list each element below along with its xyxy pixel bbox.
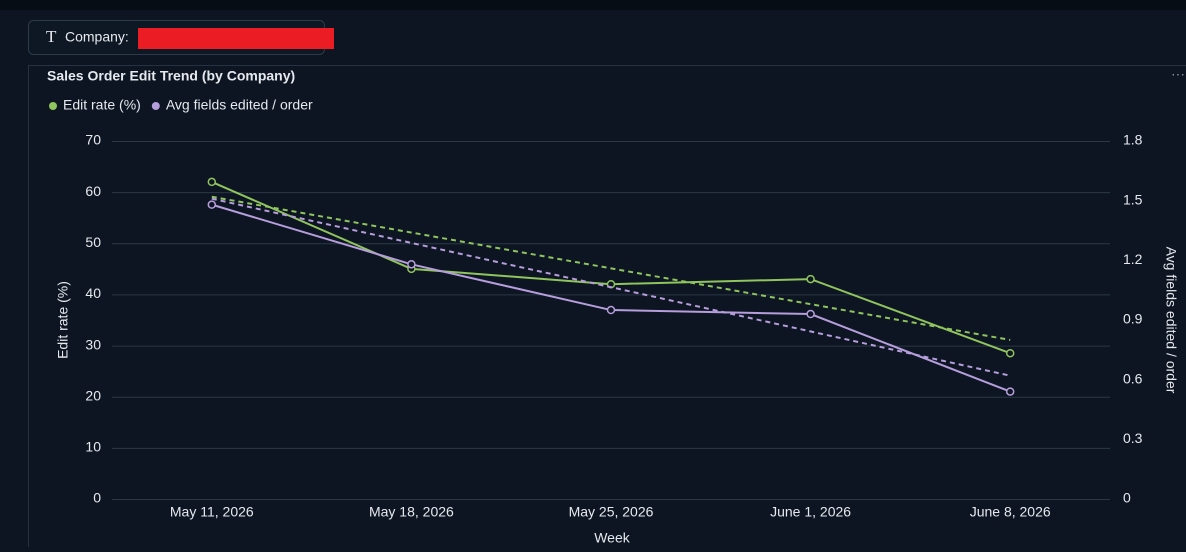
y2-axis-label: Avg fields edited / order bbox=[1163, 247, 1179, 394]
y-tick-label: 50 bbox=[85, 234, 101, 250]
filter-icon: T bbox=[46, 27, 57, 46]
x-tick-label: May 18, 2026 bbox=[369, 504, 454, 520]
more-menu[interactable]: ··· bbox=[1171, 66, 1185, 82]
y-tick-label: 10 bbox=[85, 439, 101, 455]
legend-marker bbox=[152, 102, 160, 110]
y-tick-label: 40 bbox=[85, 285, 101, 301]
x-tick-label: May 25, 2026 bbox=[569, 504, 654, 520]
data-point bbox=[1007, 350, 1014, 357]
y-tick-label: 30 bbox=[85, 336, 101, 352]
legend-label[interactable]: Avg fields edited / order bbox=[166, 97, 313, 113]
y-tick-label: 0 bbox=[93, 490, 101, 506]
y-tick-label: 20 bbox=[85, 387, 101, 403]
data-point bbox=[807, 276, 814, 283]
data-point bbox=[408, 261, 415, 268]
y-tick-label: 70 bbox=[85, 132, 101, 148]
data-point bbox=[608, 307, 615, 314]
y2-tick-label: 0 bbox=[1123, 490, 1131, 506]
y2-tick-label: 1.2 bbox=[1123, 251, 1143, 267]
top-bar bbox=[0, 0, 1186, 10]
x-axis-label: Week bbox=[594, 530, 631, 546]
data-point bbox=[807, 311, 814, 318]
y2-tick-label: 0.6 bbox=[1123, 370, 1143, 386]
y2-tick-label: 0.9 bbox=[1123, 311, 1143, 327]
data-point bbox=[1007, 388, 1014, 395]
y2-tick-label: 1.8 bbox=[1123, 132, 1143, 148]
y2-tick-label: 0.3 bbox=[1123, 430, 1143, 446]
y-axis-label: Edit rate (%) bbox=[55, 281, 71, 359]
filter-label: Company: bbox=[65, 29, 129, 45]
legend-marker bbox=[49, 102, 57, 110]
redacted-value bbox=[138, 28, 334, 49]
x-tick-label: June 1, 2026 bbox=[770, 504, 851, 520]
y2-tick-label: 1.5 bbox=[1123, 191, 1143, 207]
chart-panel bbox=[29, 66, 1186, 548]
chart-title: Sales Order Edit Trend (by Company) bbox=[47, 68, 295, 84]
data-point bbox=[208, 201, 215, 208]
x-tick-label: June 8, 2026 bbox=[970, 504, 1051, 520]
legend-label[interactable]: Edit rate (%) bbox=[63, 97, 141, 113]
data-point bbox=[208, 178, 215, 185]
x-tick-label: May 11, 2026 bbox=[170, 504, 254, 520]
y-tick-label: 60 bbox=[85, 183, 101, 199]
